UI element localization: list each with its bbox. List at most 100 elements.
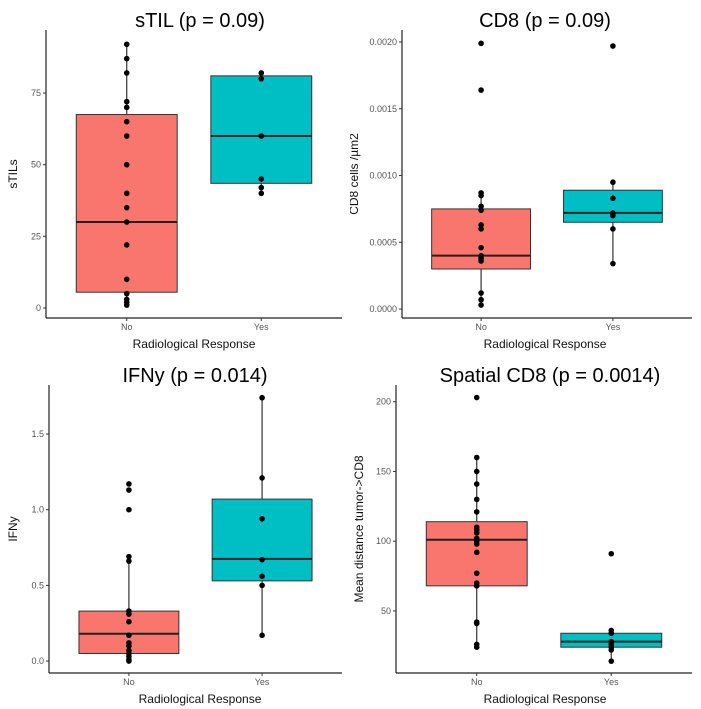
x-axis-label: Radiological Response bbox=[484, 337, 607, 351]
chart-title: Spatial CD8 (p = 0.0014) bbox=[440, 365, 661, 387]
x-tick-label-yes: Yes bbox=[604, 677, 619, 687]
data-point bbox=[478, 290, 484, 296]
data-point bbox=[258, 75, 265, 82]
y-tick-label: 1.0 bbox=[31, 505, 44, 515]
x-tick-label-yes: Yes bbox=[255, 677, 270, 687]
data-point bbox=[258, 133, 265, 139]
data-point bbox=[258, 176, 265, 182]
data-point bbox=[473, 644, 480, 650]
data-point bbox=[126, 553, 132, 560]
box-yes bbox=[211, 498, 313, 582]
y-tick-label: 150 bbox=[376, 466, 391, 476]
data-point bbox=[259, 475, 265, 481]
data-point bbox=[610, 212, 616, 219]
y-tick-label: 25 bbox=[31, 231, 41, 241]
stil-boxplot-panel: sTIL (p = 0.09) Radiological Response sT… bbox=[0, 0, 350, 354]
data-point bbox=[478, 207, 484, 214]
data-point bbox=[123, 55, 130, 62]
y-tick-label: 0.0015 bbox=[369, 104, 397, 114]
data-point bbox=[123, 98, 130, 105]
data-point bbox=[258, 190, 265, 197]
data-point bbox=[473, 541, 480, 547]
data-point bbox=[123, 190, 130, 197]
data-point bbox=[473, 394, 480, 401]
data-point bbox=[126, 558, 132, 564]
data-point bbox=[259, 573, 265, 580]
box-no bbox=[75, 114, 178, 293]
data-point bbox=[478, 296, 484, 303]
chart-title: CD8 (p = 0.09) bbox=[479, 10, 611, 32]
y-tick-label: 50 bbox=[381, 606, 391, 616]
data-point bbox=[123, 70, 130, 76]
data-point bbox=[478, 40, 484, 47]
data-point bbox=[123, 204, 130, 211]
data-point bbox=[478, 302, 484, 308]
data-point bbox=[478, 203, 484, 210]
data-point bbox=[473, 583, 480, 589]
data-point bbox=[473, 496, 480, 503]
data-point bbox=[259, 515, 265, 522]
data-point bbox=[610, 195, 616, 202]
y-tick-label: 100 bbox=[376, 536, 391, 546]
x-axis-label: Radiological Response bbox=[133, 337, 256, 351]
data-point bbox=[473, 509, 480, 515]
data-point bbox=[123, 219, 130, 225]
data-point bbox=[610, 226, 616, 232]
data-point bbox=[258, 70, 265, 76]
box-yes bbox=[210, 75, 313, 184]
chart-title: IFNy (p = 0.014) bbox=[122, 365, 267, 387]
y-tick-label: 0.0020 bbox=[369, 37, 397, 47]
data-point bbox=[478, 222, 484, 228]
data-point bbox=[126, 643, 132, 649]
data-point bbox=[473, 468, 480, 475]
data-point bbox=[126, 632, 132, 639]
data-point bbox=[259, 556, 265, 563]
data-point bbox=[126, 618, 132, 625]
data-point bbox=[123, 302, 130, 308]
spatial-cd8-boxplot-panel: Spatial CD8 (p = 0.0014) Radiological Re… bbox=[350, 355, 700, 709]
y-tick-label: 0.5 bbox=[31, 580, 44, 590]
spatial-cd8-chart: Spatial CD8 (p = 0.0014) Radiological Re… bbox=[352, 365, 692, 706]
data-point bbox=[608, 647, 615, 653]
y-tick-label: 75 bbox=[31, 88, 41, 98]
data-point bbox=[478, 244, 484, 251]
data-point bbox=[473, 530, 480, 536]
data-point bbox=[478, 87, 484, 93]
data-point bbox=[608, 658, 615, 664]
x-tick-label-yes: Yes bbox=[606, 322, 621, 332]
x-tick-label-no: No bbox=[123, 677, 135, 687]
data-point bbox=[126, 611, 132, 617]
data-point bbox=[123, 276, 130, 283]
data-point bbox=[126, 481, 132, 487]
data-point bbox=[258, 184, 265, 191]
data-point bbox=[610, 179, 616, 186]
y-tick-label: 0.0010 bbox=[369, 171, 397, 181]
data-point bbox=[610, 260, 616, 267]
data-point bbox=[123, 41, 130, 48]
data-point bbox=[610, 43, 616, 49]
y-tick-label: 0.0000 bbox=[369, 304, 397, 314]
cd8-boxplot-panel: CD8 (p = 0.09) Radiological Response CD8… bbox=[350, 0, 700, 354]
stil-chart: sTIL (p = 0.09) Radiological Response sT… bbox=[6, 10, 342, 351]
data-point bbox=[473, 570, 480, 577]
x-tick-label-yes: Yes bbox=[254, 322, 269, 332]
data-point bbox=[126, 506, 132, 513]
data-point bbox=[473, 620, 480, 627]
data-point bbox=[126, 658, 132, 664]
data-point bbox=[608, 550, 615, 557]
cd8-chart: CD8 (p = 0.09) Radiological Response CD8… bbox=[350, 10, 692, 351]
x-axis-label: Radiological Response bbox=[139, 692, 262, 706]
ifny-chart: IFNy (p = 0.014) Radiological Response I… bbox=[6, 365, 342, 706]
data-point bbox=[259, 632, 265, 639]
x-tick-label-no: No bbox=[121, 322, 133, 332]
data-point bbox=[478, 226, 484, 232]
x-tick-label-no: No bbox=[471, 677, 483, 687]
data-point bbox=[123, 104, 130, 111]
data-point bbox=[478, 258, 484, 264]
y-axis-label: sTILs bbox=[6, 159, 20, 188]
data-point bbox=[473, 454, 480, 461]
y-tick-label: 0.0 bbox=[31, 656, 44, 666]
ifny-boxplot-panel: IFNy (p = 0.014) Radiological Response I… bbox=[0, 355, 350, 709]
x-tick-label-no: No bbox=[475, 322, 487, 332]
y-axis-label: CD8 cells /µm2 bbox=[350, 133, 361, 215]
